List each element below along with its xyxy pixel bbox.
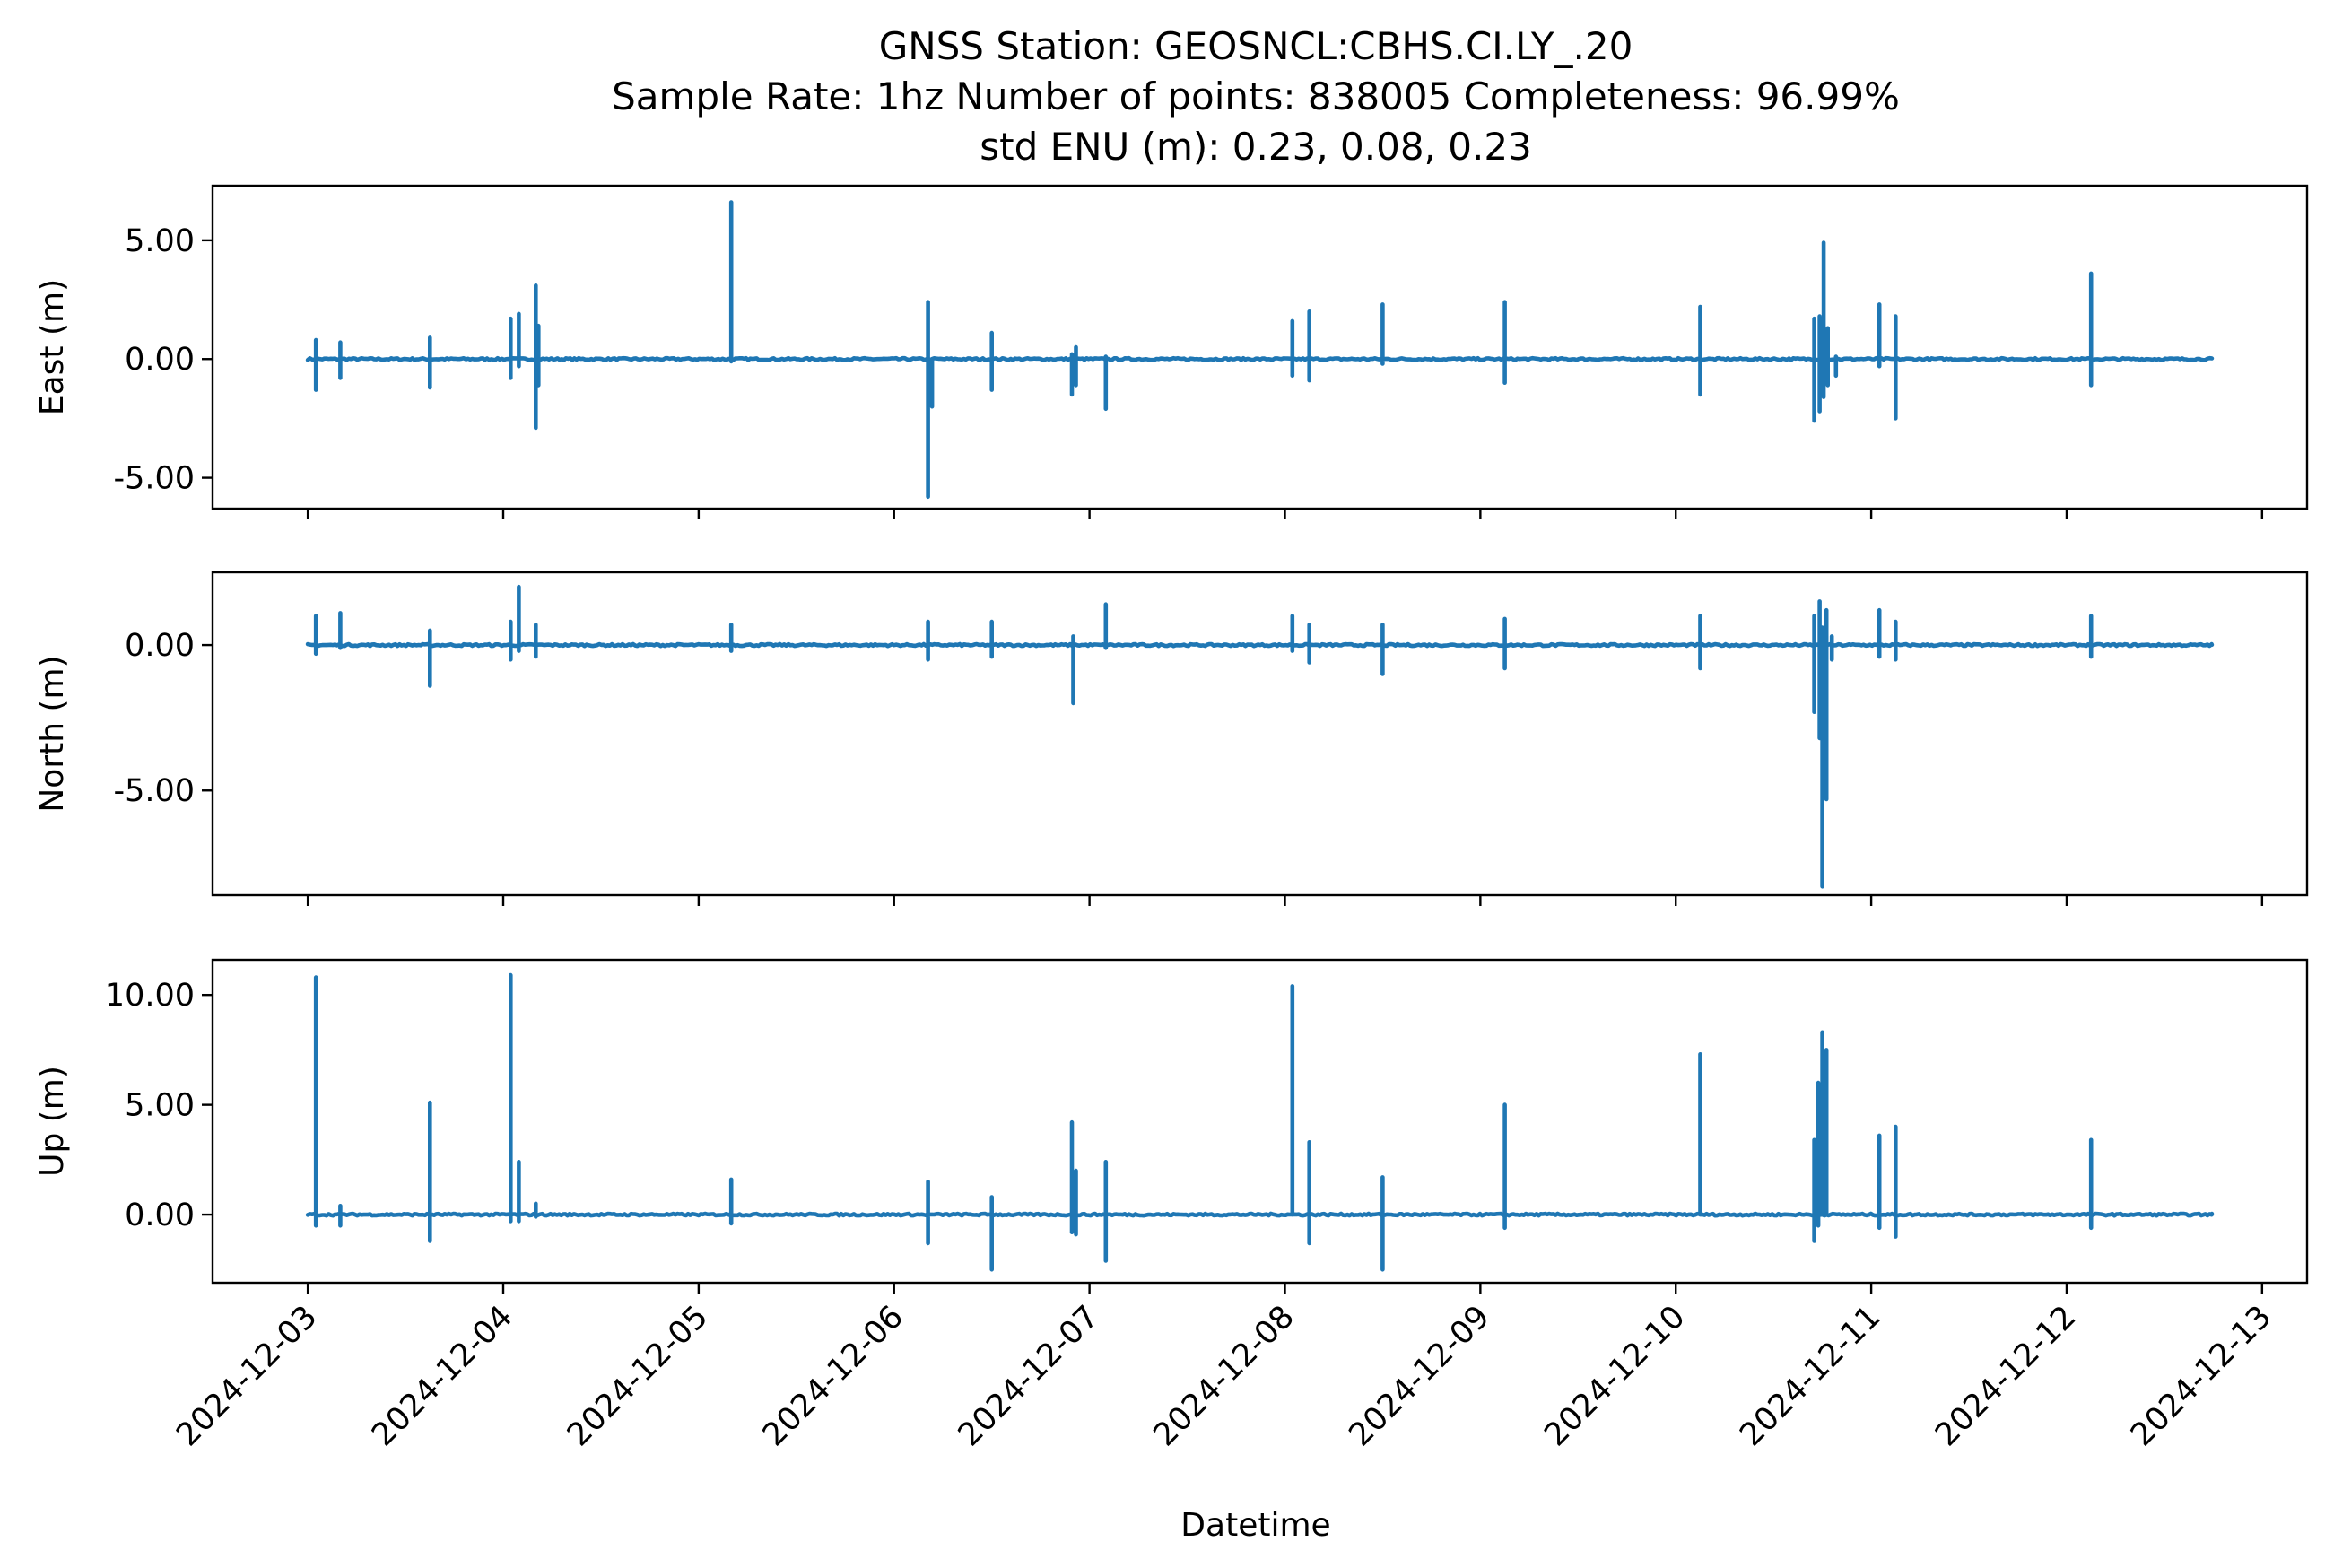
north-series-line	[305, 584, 2215, 889]
east-axes-frame	[211, 184, 2309, 510]
north-y-axis-label: North (m)	[34, 655, 71, 812]
north-y-tick-label: 0.00	[125, 628, 195, 664]
east-y-tick-label: 5.00	[125, 223, 195, 259]
up-y-tick-label: 10.00	[105, 978, 195, 1014]
chart-title-line-1: GNSS Station: GEOSNCL:CBHS.CI.LY_.20	[879, 24, 1633, 68]
up-axes-frame	[211, 958, 2309, 1285]
east-y-tick-label: -5.00	[113, 461, 195, 497]
east-y-tick-label: 0.00	[125, 342, 195, 378]
east-series-line	[305, 200, 2215, 500]
up-y-tick-label: 5.00	[125, 1088, 195, 1124]
chart-title-line-3: std ENU (m): 0.23, 0.08, 0.23	[980, 125, 1532, 169]
chart-title-line-2: Sample Rate: 1hz Number of points: 83800…	[612, 74, 1900, 118]
east-subplot: 5.00 0.00 -5.00 East (m)	[34, 184, 2309, 519]
north-subplot: 0.00 -5.00 North (m)	[34, 571, 2309, 906]
up-subplot: 10.00 5.00 0.00 Up (m)	[34, 958, 2309, 1294]
up-y-tick-label: 0.00	[125, 1198, 195, 1233]
x-axis-label: Datetime	[1180, 1507, 1330, 1544]
up-series-line	[305, 972, 2215, 1272]
north-y-tick-label: -5.00	[113, 773, 195, 809]
north-axes-frame	[211, 571, 2309, 897]
east-y-axis-label: East (m)	[34, 279, 71, 415]
up-y-axis-label: Up (m)	[34, 1066, 71, 1177]
